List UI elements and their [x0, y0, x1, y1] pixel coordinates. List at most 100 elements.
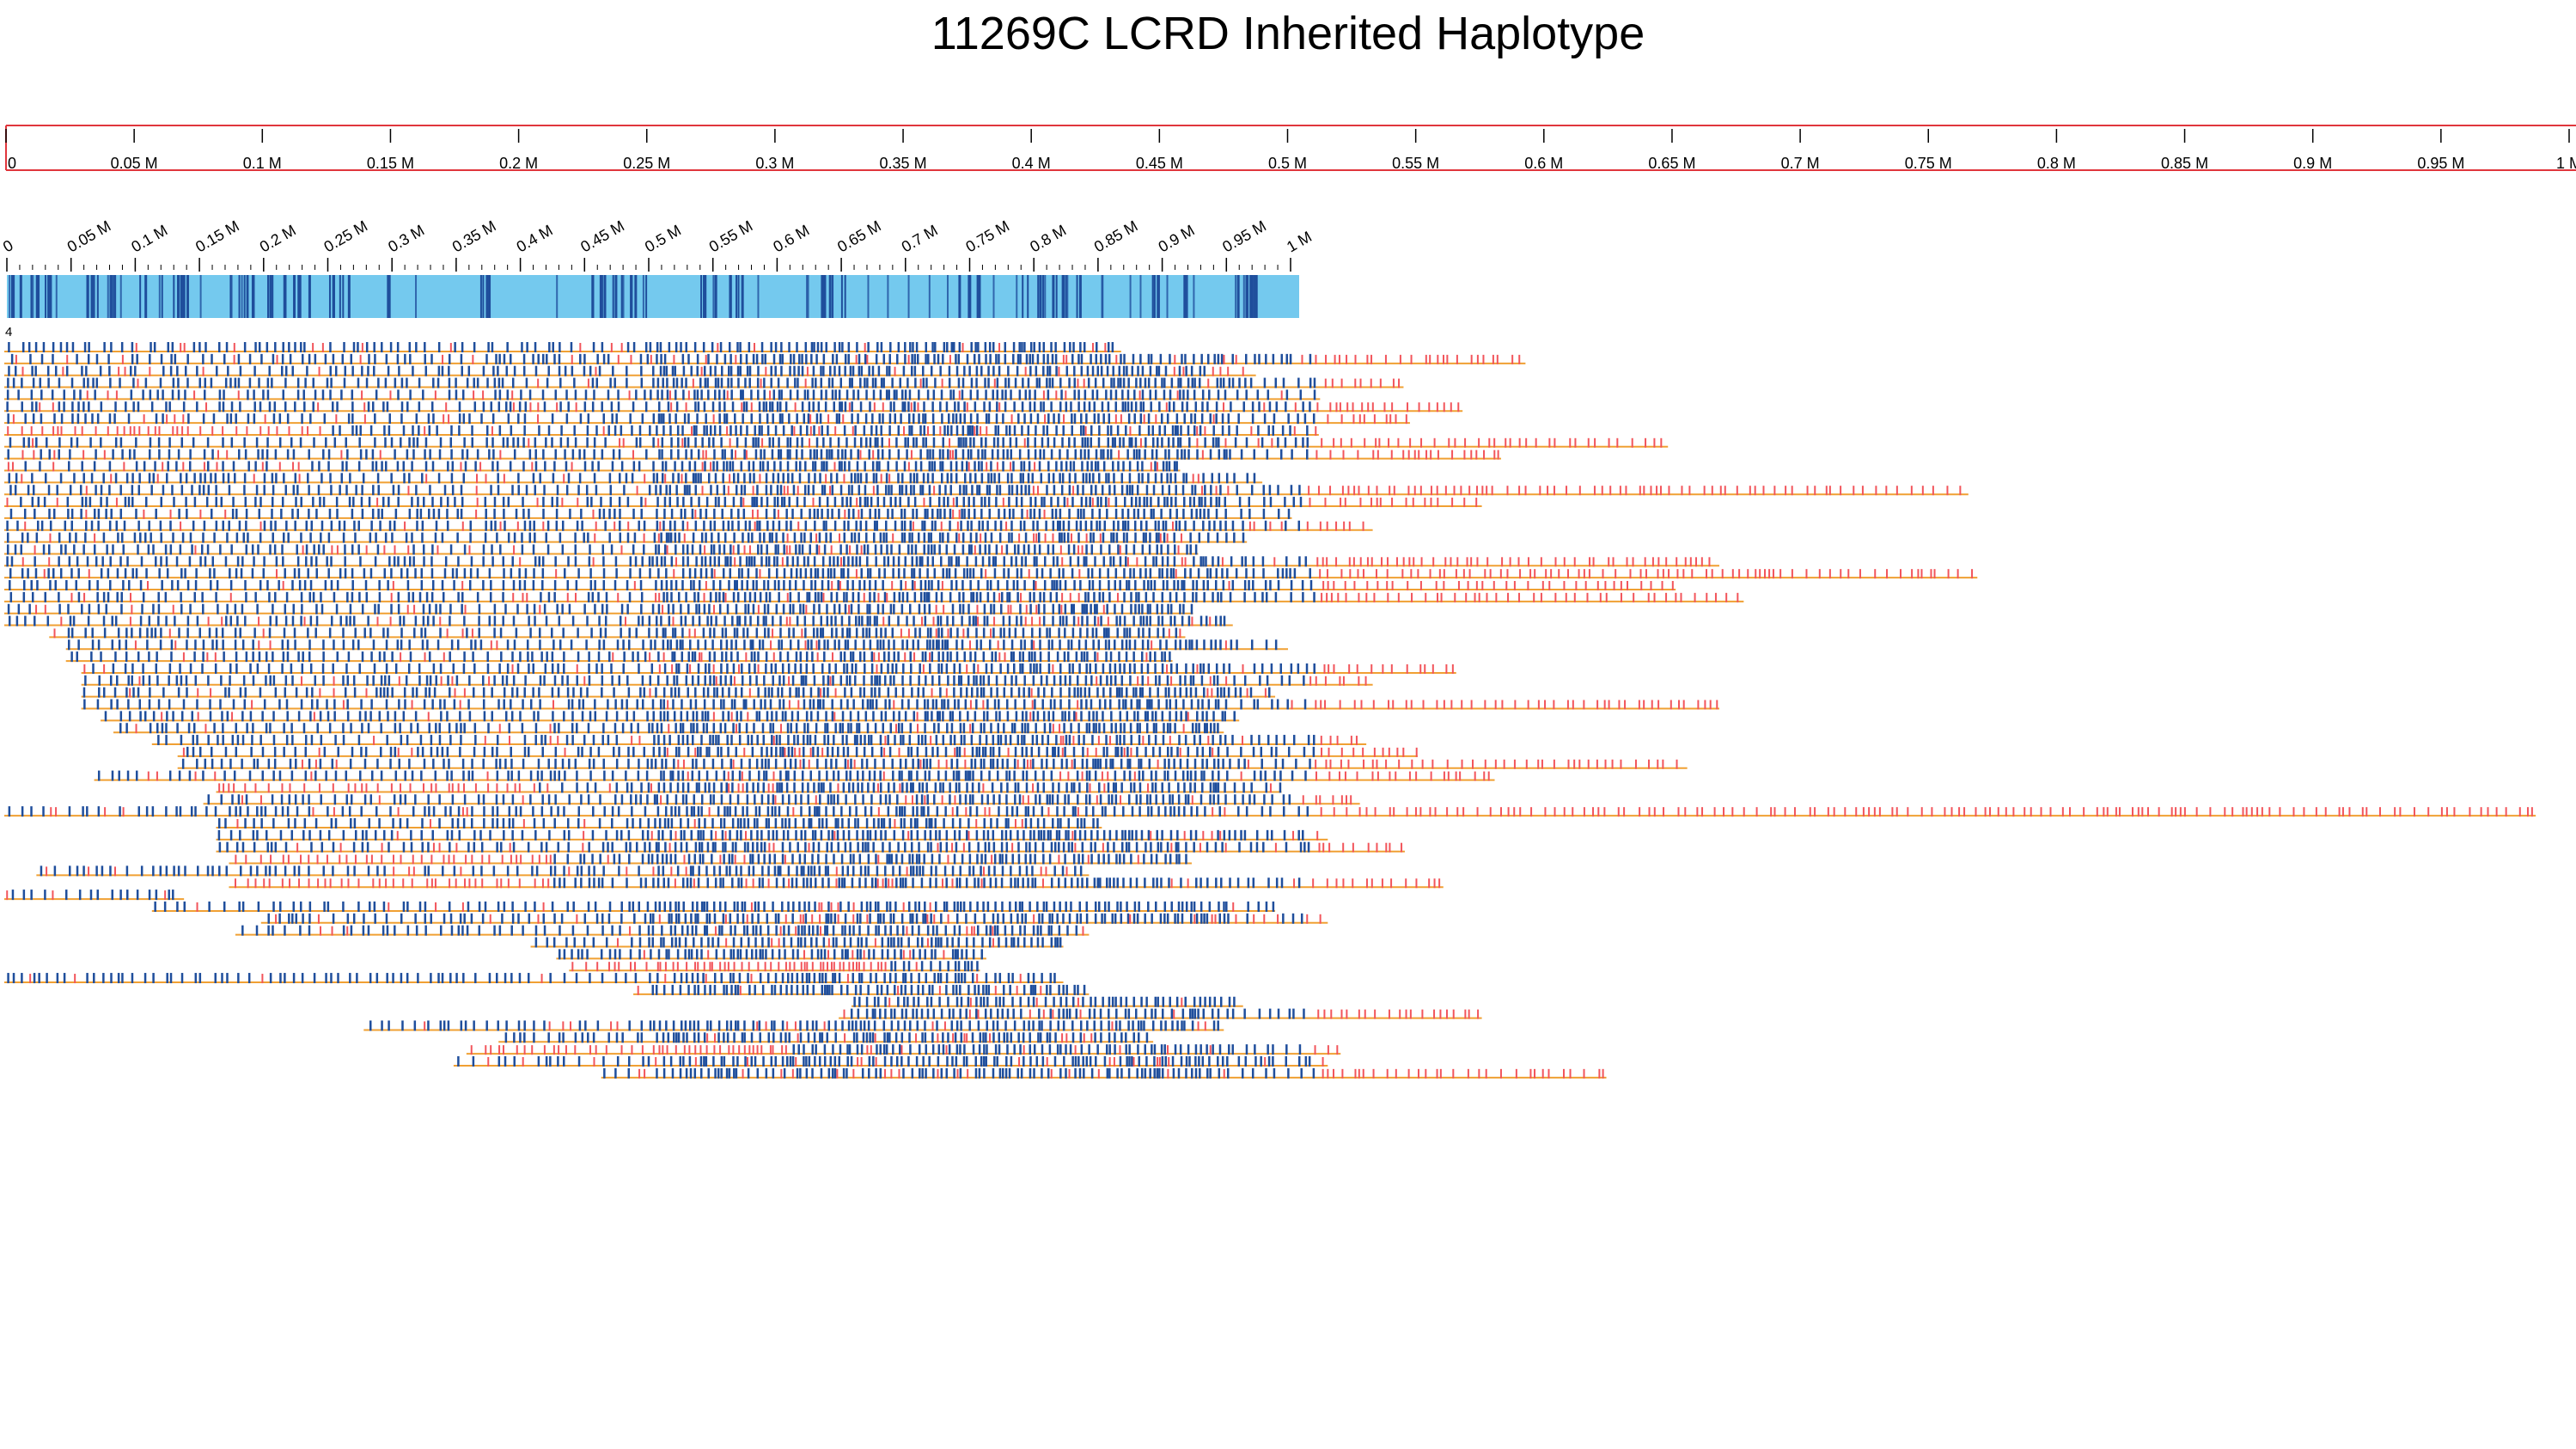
inherited-variant-mark	[400, 437, 402, 448]
inherited-variant-mark	[872, 389, 876, 400]
inherited-variant-mark	[485, 353, 488, 364]
inherited-variant-mark	[383, 425, 386, 436]
inherited-variant-mark	[345, 461, 348, 472]
other-variant-mark	[135, 343, 137, 352]
inherited-variant-mark	[1050, 449, 1053, 460]
inherited-variant-mark	[1147, 413, 1151, 425]
inherited-variant-mark	[994, 556, 998, 567]
inherited-variant-mark	[856, 544, 858, 555]
inherited-variant-mark	[935, 591, 938, 602]
inherited-variant-mark	[1213, 520, 1216, 531]
inherited-variant-mark	[534, 615, 536, 627]
other-variant-mark	[1118, 449, 1120, 460]
inherited-variant-mark	[980, 568, 983, 579]
inherited-variant-mark	[1137, 508, 1139, 519]
inherited-variant-mark	[1161, 556, 1164, 567]
inherited-variant-mark	[451, 461, 455, 472]
inherited-variant-mark	[1084, 497, 1088, 508]
inherited-variant-mark	[35, 401, 38, 413]
inherited-variant-mark	[47, 568, 50, 579]
inherited-variant-mark	[867, 342, 870, 352]
haplotype-variant-mark	[703, 275, 706, 318]
inherited-variant-mark	[766, 580, 770, 590]
other-variant-mark	[1026, 509, 1029, 519]
inherited-variant-mark	[784, 401, 788, 413]
inherited-variant-mark	[843, 591, 845, 602]
inherited-variant-mark	[643, 544, 645, 555]
inherited-variant-mark	[796, 342, 798, 352]
other-variant-mark	[1645, 437, 1647, 448]
other-variant-mark	[1529, 569, 1532, 579]
inherited-variant-mark	[69, 615, 72, 627]
other-variant-mark	[1430, 486, 1432, 496]
inherited-variant-mark	[835, 413, 839, 425]
inherited-variant-mark	[845, 437, 848, 448]
inherited-variant-mark	[966, 556, 968, 567]
haplotype-variant-mark	[645, 275, 648, 318]
other-variant-mark	[1437, 449, 1439, 460]
other-variant-mark	[1599, 592, 1602, 602]
other-variant-mark	[1457, 581, 1460, 590]
inherited-variant-mark	[962, 591, 965, 602]
inherited-variant-mark	[744, 377, 747, 388]
other-variant-mark	[83, 592, 86, 602]
inherited-variant-mark	[731, 461, 735, 472]
inherited-variant-mark	[783, 544, 785, 555]
inherited-variant-mark	[1193, 497, 1195, 508]
inherited-variant-mark	[730, 449, 734, 460]
inherited-variant-mark	[345, 615, 348, 627]
other-variant-mark	[1379, 378, 1382, 388]
inherited-variant-mark	[162, 389, 164, 400]
inherited-variant-mark	[1160, 413, 1163, 425]
inherited-variant-mark	[1022, 461, 1026, 472]
inherited-variant-mark	[23, 580, 26, 590]
haplotype-bar[interactable]	[7, 275, 1299, 318]
inherited-variant-mark	[1016, 591, 1019, 602]
inherited-variant-mark	[779, 461, 782, 472]
other-variant-mark	[1397, 437, 1400, 448]
other-variant-mark	[1853, 486, 1855, 496]
inherited-variant-mark	[482, 556, 485, 567]
overview-tick-label: 0.05 M	[111, 155, 158, 172]
inherited-variant-mark	[699, 508, 702, 519]
other-variant-mark	[292, 462, 295, 472]
other-variant-mark	[932, 616, 935, 627]
inherited-variant-mark	[1113, 485, 1116, 496]
other-variant-mark	[1602, 569, 1604, 579]
inherited-variant-mark	[1109, 425, 1113, 436]
inherited-variant-mark	[847, 520, 850, 531]
other-variant-mark	[172, 425, 174, 436]
inherited-variant-mark	[1190, 603, 1193, 614]
haplotype-variant-mark	[293, 275, 296, 318]
inherited-variant-mark	[901, 401, 904, 413]
inherited-variant-mark	[27, 342, 31, 352]
inherited-variant-mark	[553, 353, 556, 364]
inherited-variant-mark	[1004, 342, 1007, 352]
inherited-variant-mark	[1183, 449, 1187, 460]
other-variant-mark	[1420, 437, 1423, 448]
inherited-variant-mark	[1129, 568, 1132, 579]
inherited-variant-mark	[435, 603, 437, 614]
inherited-variant-mark	[1193, 353, 1195, 364]
inherited-variant-mark	[740, 425, 742, 436]
inherited-variant-mark	[1003, 568, 1005, 579]
inherited-variant-mark	[656, 520, 659, 531]
other-variant-mark	[594, 533, 596, 543]
inherited-variant-mark	[274, 449, 278, 460]
inherited-variant-mark	[900, 389, 904, 400]
other-variant-mark	[961, 343, 964, 352]
inherited-variant-mark	[69, 485, 72, 496]
inherited-variant-mark	[1010, 473, 1013, 484]
inherited-variant-mark	[34, 342, 38, 352]
inherited-variant-mark	[272, 603, 274, 614]
inherited-variant-mark	[820, 377, 823, 388]
inherited-variant-mark	[729, 568, 732, 579]
inherited-variant-mark	[751, 532, 754, 543]
haplotype-track[interactable]	[7, 275, 1299, 318]
other-variant-mark	[57, 425, 59, 436]
other-variant-mark	[1271, 437, 1273, 448]
inherited-variant-mark	[17, 389, 20, 400]
inherited-variant-mark	[881, 437, 883, 448]
inherited-variant-mark	[1158, 568, 1161, 579]
inherited-variant-mark	[1201, 401, 1204, 413]
